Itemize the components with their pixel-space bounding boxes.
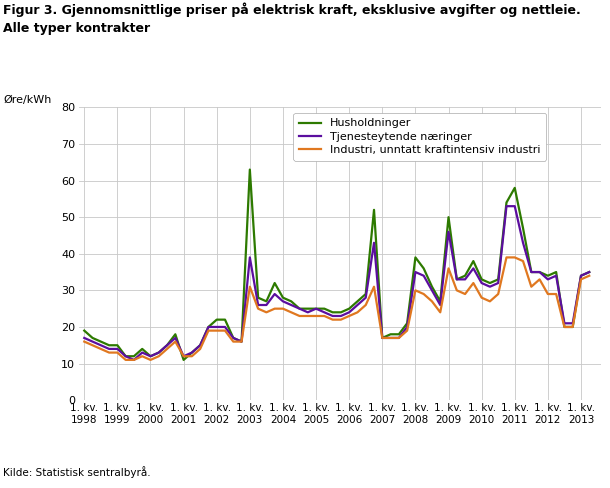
Industri, unntatt kraftintensiv industri	[586, 273, 593, 279]
Tjenesteytende næringer	[536, 269, 544, 275]
Industri, unntatt kraftintensiv industri	[131, 357, 138, 363]
Text: Kilde: Statistisk sentralbyrå.: Kilde: Statistisk sentralbyrå.	[3, 467, 151, 478]
Husholdninger	[180, 357, 187, 363]
Husholdninger	[586, 269, 593, 275]
Tjenesteytende næringer	[503, 203, 510, 209]
Legend: Husholdninger, Tjenesteytende næringer, Industri, unntatt kraftintensiv industri: Husholdninger, Tjenesteytende næringer, …	[293, 113, 546, 161]
Tjenesteytende næringer	[395, 335, 403, 341]
Husholdninger	[188, 349, 196, 355]
Text: Alle typer kontrakter: Alle typer kontrakter	[3, 22, 150, 35]
Industri, unntatt kraftintensiv industri	[81, 339, 88, 345]
Husholdninger	[122, 353, 129, 359]
Husholdninger	[81, 328, 88, 334]
Husholdninger	[246, 167, 254, 173]
Industri, unntatt kraftintensiv industri	[188, 353, 196, 359]
Industri, unntatt kraftintensiv industri	[395, 335, 403, 341]
Industri, unntatt kraftintensiv industri	[221, 328, 229, 334]
Tjenesteytende næringer	[188, 349, 196, 355]
Text: Figur 3. Gjennomsnittlige priser på elektrisk kraft, eksklusive avgifter og nett: Figur 3. Gjennomsnittlige priser på elek…	[3, 2, 581, 17]
Tjenesteytende næringer	[337, 313, 345, 319]
Line: Industri, unntatt kraftintensiv industri: Industri, unntatt kraftintensiv industri	[84, 258, 589, 360]
Husholdninger	[536, 269, 544, 275]
Industri, unntatt kraftintensiv industri	[337, 317, 345, 323]
Husholdninger	[345, 305, 353, 312]
Line: Husholdninger: Husholdninger	[84, 170, 589, 360]
Industri, unntatt kraftintensiv industri	[503, 255, 510, 261]
Husholdninger	[221, 317, 229, 323]
Line: Tjenesteytende næringer: Tjenesteytende næringer	[84, 206, 589, 360]
Husholdninger	[403, 321, 411, 326]
Tjenesteytende næringer	[122, 353, 129, 359]
Tjenesteytende næringer	[81, 335, 88, 341]
Industri, unntatt kraftintensiv industri	[536, 276, 544, 282]
Tjenesteytende næringer	[586, 269, 593, 275]
Industri, unntatt kraftintensiv industri	[122, 357, 129, 363]
Tjenesteytende næringer	[131, 357, 138, 363]
Tjenesteytende næringer	[221, 324, 229, 330]
Text: Øre/kWh: Øre/kWh	[3, 95, 51, 105]
